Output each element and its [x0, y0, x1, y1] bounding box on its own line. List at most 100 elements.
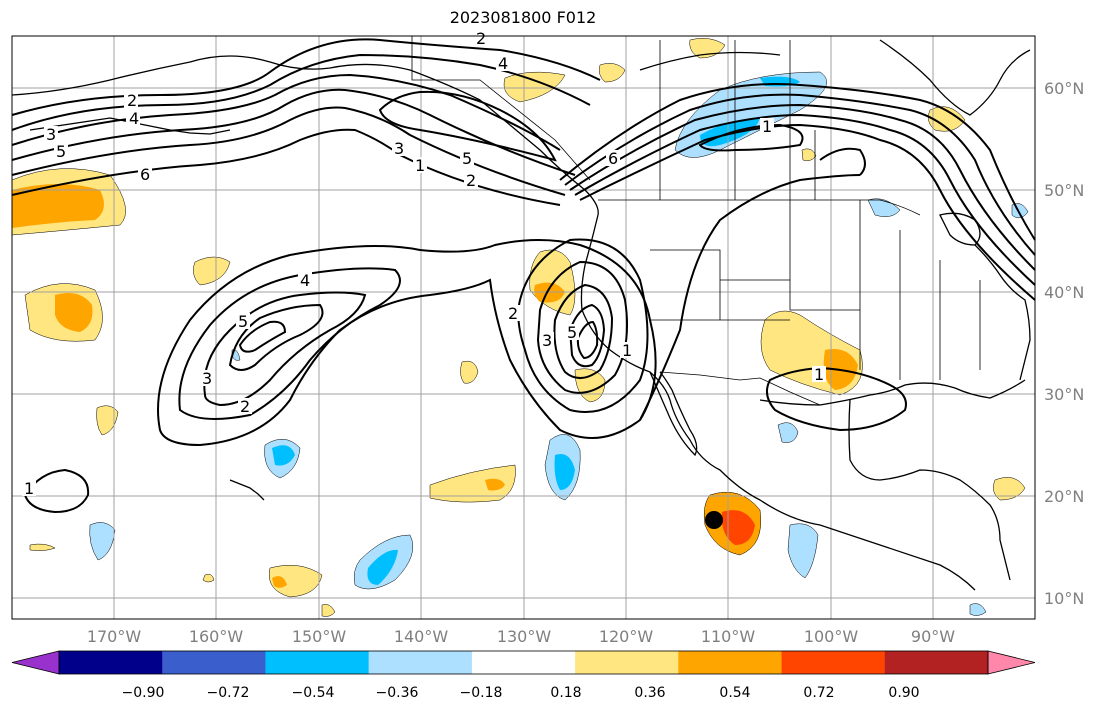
contour-jet-north-5 [11, 106, 566, 196]
contour-low-central-5 [238, 320, 287, 353]
positive-field-58n-88w [928, 106, 966, 132]
colorbar-extend-high [987, 650, 1036, 675]
contour-low-central-4 [228, 303, 324, 371]
contour-label: 4 [300, 271, 310, 290]
contour-label: 2 [127, 91, 137, 110]
us-mexico-border [659, 371, 821, 406]
gridlines [12, 36, 1035, 619]
longitude-label-130w: 130°W [497, 627, 552, 646]
longitude-label-90w: 90°W [911, 627, 955, 646]
latitude-label-20n: 20°N [1044, 487, 1084, 506]
positive-field-20n-135w-core [485, 478, 505, 491]
contour-east-jet-4 [574, 113, 1036, 286]
negative-field-25n-148w-core [272, 445, 295, 466]
positive-field-40n-170w-core [55, 292, 93, 332]
contour-label: 6 [140, 165, 150, 184]
contour-label: 1 [762, 117, 772, 136]
contour-jet-north-4 [11, 88, 576, 176]
latitude-labels: 60°N 50°N 40°N 30°N 20°N 10°N [1044, 79, 1084, 608]
contour-label: 2 [240, 397, 250, 416]
colorbar-tick-label: 0.72 [803, 685, 834, 701]
contour-cutoff-3 [553, 283, 614, 379]
colorbar-swatch [884, 651, 989, 674]
us-state-lines [650, 200, 981, 380]
colorbar: −0.90 −0.72 −0.54 −0.36 −0.18 0.18 0.36 … [11, 650, 1036, 701]
latitude-label-10n: 10°N [1044, 589, 1084, 608]
colorbar-swatch [678, 651, 783, 674]
contour-label: 3 [46, 125, 56, 144]
hudson-bay [879, 39, 1031, 116]
map-title: 2023081800 F012 [449, 8, 597, 27]
contour-label: 1 [814, 365, 824, 384]
negative-field-17n-102w [787, 523, 819, 579]
positive-field-32n-144w [460, 360, 479, 384]
mexico-east-coast [848, 399, 1011, 581]
longitude-label-120w: 120°W [599, 627, 654, 646]
positive-field-11n-150w [268, 564, 323, 598]
positive-field-41n-125w-core [534, 282, 565, 303]
hawaiian-islands [229, 479, 265, 501]
colorbar-swatch [59, 651, 163, 674]
contour-label: 2 [466, 171, 476, 190]
canadian-arctic-coast [639, 51, 781, 71]
contour-east-jet-2 [564, 93, 1036, 256]
contour-label: 4 [498, 54, 508, 73]
contour-label: 3 [202, 369, 212, 388]
colorbar-tick-label: −0.72 [207, 685, 250, 701]
longitude-label-100w: 100°W [804, 627, 859, 646]
negative-field-14n-141w-core [367, 549, 398, 585]
contour-east-jet-3 [569, 103, 1036, 271]
positive-field-10n-155w [202, 573, 215, 583]
colorbar-swatch [265, 651, 370, 674]
contour-low-central-3 [203, 291, 367, 407]
colorbar-tick-label: −0.90 [122, 685, 165, 701]
contour-east-jet-5 [579, 123, 1036, 301]
colorbar-swatch [368, 651, 473, 674]
longitude-label-150w: 150°W [292, 627, 347, 646]
positive-field-62n-125w [503, 71, 566, 103]
contour-label: 5 [238, 312, 248, 331]
colorbar-swatches [11, 650, 1036, 675]
colorbar-tick-label: −0.36 [376, 685, 419, 701]
negative-field-16n-170w [89, 522, 116, 561]
contour-label: 3 [394, 139, 404, 158]
colorbar-tick-label: −0.18 [460, 685, 503, 701]
contour-1-east [698, 123, 804, 152]
contour-1-sw [23, 468, 90, 514]
latitude-label-50n: 50°N [1044, 181, 1084, 200]
contour-cutoff-2 [536, 260, 628, 394]
colorbar-border [58, 650, 989, 675]
map-panel: 2 4 3 5 6 1 2 3 5 6 1 2 4 5 [11, 29, 1036, 620]
contour-cutoff-1 [517, 238, 649, 413]
contour-label: 5 [462, 149, 472, 168]
east-coast [974, 244, 1031, 381]
contour-label: 5 [567, 323, 577, 342]
contour-label: 5 [56, 142, 66, 161]
positive-field-9n-140w [321, 604, 336, 617]
contour-low-central-2 [178, 267, 401, 420]
negative-field-49n-97w [867, 198, 901, 217]
positive-field-20n-86w [993, 477, 1026, 501]
contour-1-ne [819, 147, 866, 176]
contour-label: 2 [508, 304, 518, 323]
positive-field-15n-175w [29, 543, 56, 551]
colorbar-tick-label: 0.90 [888, 685, 919, 701]
baja-peninsula [649, 371, 698, 457]
contour-east-jet-1 [559, 83, 1036, 241]
positive-field-west-core [12, 184, 104, 228]
map-border [11, 35, 1036, 620]
canada-provinces [659, 40, 816, 200]
colorbar-tick-label: −0.54 [292, 685, 335, 701]
colorbar-swatch [471, 651, 576, 674]
longitude-label-110w: 110°W [701, 627, 756, 646]
contour-cutoff-5 [576, 320, 599, 360]
contour-label: 2 [476, 29, 486, 48]
colorbar-tick-label: 0.54 [719, 685, 750, 701]
political-borders [411, 36, 981, 406]
longitude-labels: 170°W 160°W 150°W 140°W 130°W 120°W 110°… [87, 627, 955, 646]
colorbar-tick-label: 0.36 [634, 685, 665, 701]
canada-us-border [598, 199, 921, 216]
latitude-label-40n: 40°N [1044, 283, 1084, 302]
positive-field-18n-111w-core [721, 510, 755, 545]
